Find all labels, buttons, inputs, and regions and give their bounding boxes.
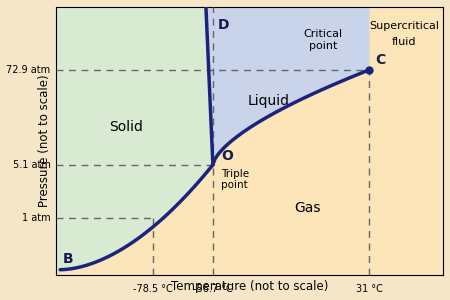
Y-axis label: Pressure (not to scale): Pressure (not to scale) [38,74,51,207]
Text: Supercritical: Supercritical [369,21,439,31]
Text: Gas: Gas [294,201,321,214]
Text: $\bf{B}$: $\bf{B}$ [62,252,74,266]
Text: Triple
point: Triple point [220,169,249,190]
X-axis label: Temperature (not to scale): Temperature (not to scale) [171,280,328,293]
Text: -78.5 °C: -78.5 °C [133,284,173,294]
Text: Liquid: Liquid [248,94,290,108]
Text: -56.7 °C: -56.7 °C [193,284,233,294]
Text: $\bf{C}$: $\bf{C}$ [375,53,387,67]
Text: 1 atm: 1 atm [22,213,50,223]
Polygon shape [206,7,369,165]
Polygon shape [56,7,213,274]
Text: 31 °C: 31 °C [356,284,383,294]
Text: Solid: Solid [109,120,143,134]
Text: 5.1 atm: 5.1 atm [13,160,50,170]
Text: $\bf{O}$: $\bf{O}$ [220,149,234,164]
Text: $\bf{D}$: $\bf{D}$ [217,18,230,32]
Text: 72.9 atm: 72.9 atm [6,65,50,75]
Text: Critical
point: Critical point [303,29,342,51]
Text: fluid: fluid [392,37,417,47]
